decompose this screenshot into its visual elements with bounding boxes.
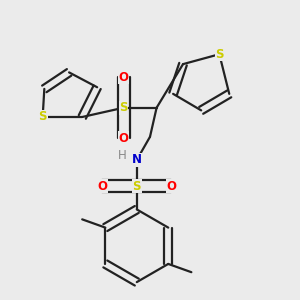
Text: O: O bbox=[118, 71, 129, 84]
Text: O: O bbox=[97, 180, 107, 193]
Text: H: H bbox=[118, 149, 126, 162]
Text: S: S bbox=[215, 48, 224, 61]
Text: S: S bbox=[119, 101, 128, 114]
Text: O: O bbox=[118, 132, 129, 145]
Text: S: S bbox=[38, 110, 47, 124]
Text: O: O bbox=[167, 180, 176, 193]
Text: N: N bbox=[132, 153, 142, 167]
Text: S: S bbox=[133, 180, 141, 193]
